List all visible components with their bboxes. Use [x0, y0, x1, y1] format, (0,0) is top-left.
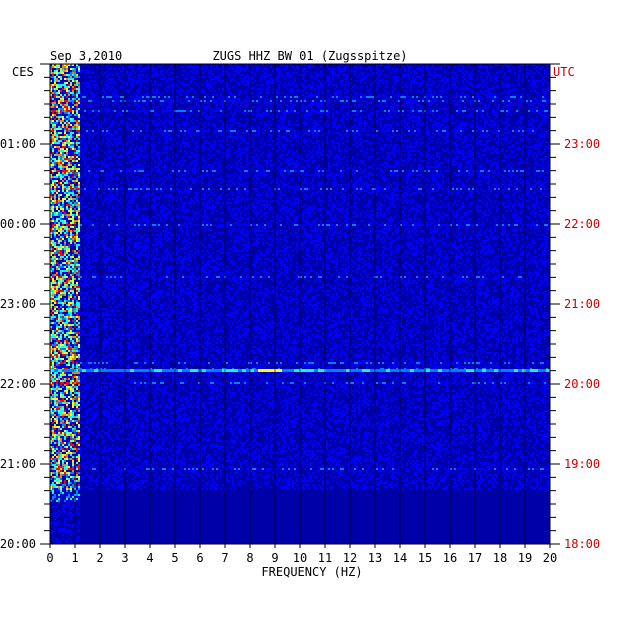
x-tick-label: 12	[343, 551, 357, 565]
x-tick-label: 1	[71, 551, 78, 565]
right-time-label: 20:00	[564, 377, 600, 391]
x-tick-label: 6	[196, 551, 203, 565]
left-time-label: 23:00	[0, 297, 36, 311]
x-tick-label: 16	[443, 551, 457, 565]
left-time-label: 22:00	[0, 377, 36, 391]
chart-title: ZUGS HHZ BW 01 (Zugsspitze)	[212, 49, 407, 63]
right-time-axis: 23:00 22:00 21:00 20:00 19:00 18:00	[550, 64, 600, 551]
x-tick-label: 11	[318, 551, 332, 565]
date-label: Sep 3,2010	[50, 49, 122, 63]
left-time-label: 20:00	[0, 537, 36, 551]
x-tick-label: 7	[221, 551, 228, 565]
left-time-label: 01:00	[0, 137, 36, 151]
x-tick-label: 17	[468, 551, 482, 565]
left-axis-label: CES	[12, 65, 34, 79]
x-tick-label: 0	[46, 551, 53, 565]
left-time-label: 21:00	[0, 457, 36, 471]
left-time-label: 00:00	[0, 217, 36, 231]
x-tick-label: 2	[96, 551, 103, 565]
x-tick-label: 3	[121, 551, 128, 565]
x-tick-label: 15	[418, 551, 432, 565]
right-time-label: 23:00	[564, 137, 600, 151]
x-tick-label: 5	[171, 551, 178, 565]
x-axis: 0 1 2 3 4 5 6 7 8 9 10 11 12 13 14 15 16 17 18 19 20	[46, 544, 557, 565]
x-tick-label: 14	[393, 551, 407, 565]
x-tick-label: 19	[518, 551, 532, 565]
x-tick-label: 10	[293, 551, 307, 565]
left-time-axis: 01:00 00:00 23:00 22:00 21:00 20:00	[0, 64, 50, 551]
x-tick-label: 8	[246, 551, 253, 565]
right-time-label: 19:00	[564, 457, 600, 471]
x-axis-label: FREQUENCY (HZ)	[261, 565, 362, 579]
x-tick-label: 20	[543, 551, 557, 565]
x-tick-label: 13	[368, 551, 382, 565]
right-time-label: 22:00	[564, 217, 600, 231]
right-time-label: 21:00	[564, 297, 600, 311]
right-axis-label: UTC	[553, 65, 575, 79]
x-tick-label: 9	[271, 551, 278, 565]
x-tick-label: 18	[493, 551, 507, 565]
x-tick-label: 4	[146, 551, 153, 565]
spectrogram-plot-area	[50, 64, 550, 544]
right-time-label: 18:00	[564, 537, 600, 551]
